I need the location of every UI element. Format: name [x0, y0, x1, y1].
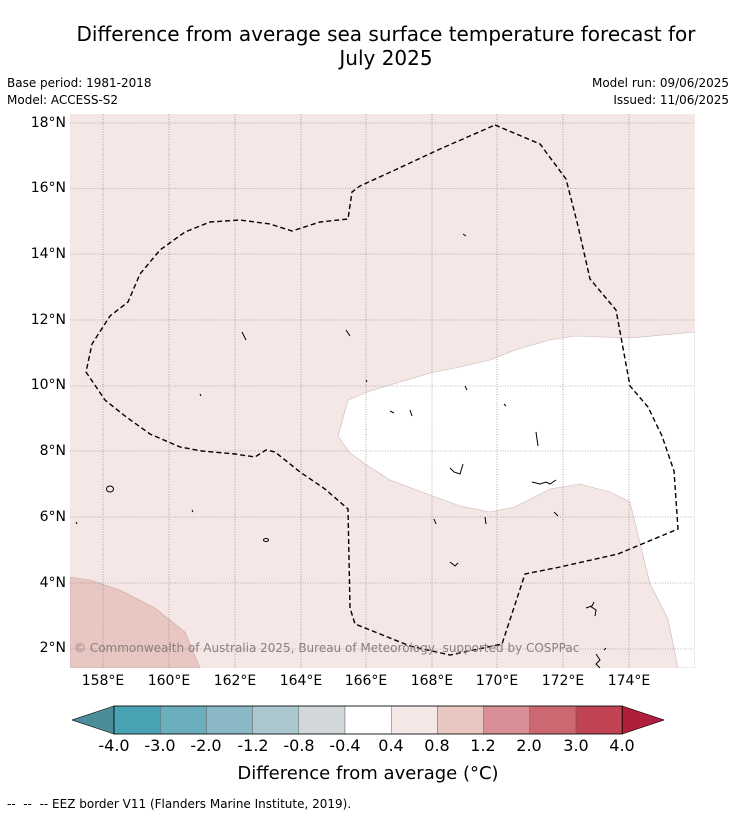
- lat-label-18n: 18°N: [30, 115, 66, 131]
- cb-tick-neg4: -4.0: [98, 736, 130, 755]
- sst-anomaly-map: © Commonwealth of Australia 2025, Bureau…: [70, 114, 695, 668]
- colorbar-outline: [113, 705, 623, 735]
- lat-label-14n: 14°N: [30, 246, 66, 262]
- lon-label-162e: 162°E: [213, 673, 257, 689]
- cb-tick-3-0: 3.0: [563, 736, 589, 755]
- copyright-text: © Commonwealth of Australia 2025, Bureau…: [74, 641, 579, 655]
- colorbar-label: Difference from average (°C): [237, 763, 499, 784]
- colorbar-segment: [252, 705, 300, 735]
- cb-tick-neg0-8: -0.8: [283, 736, 315, 755]
- lon-label-174e: 174°E: [607, 673, 651, 689]
- base-period: Base period: 1981-2018: [7, 76, 152, 90]
- colorbar-segment: [575, 705, 623, 735]
- eez-border-line: [85, 124, 679, 656]
- lat-label-16n: 16°N: [30, 180, 66, 196]
- eez-legend-footer: -- -- -- EEZ border V11 (Flanders Marine…: [7, 797, 352, 811]
- neutral-anomaly-region: [337, 331, 695, 668]
- colorbar: [72, 705, 664, 735]
- lon-label-160e: 160°E: [147, 673, 191, 689]
- colorbar-segment: [437, 705, 484, 735]
- colorbar-segment: [159, 705, 207, 735]
- lat-label-2n: 2°N: [39, 640, 66, 656]
- cb-tick-neg3: -3.0: [144, 736, 176, 755]
- map-title: Difference from average sea surface temp…: [40, 22, 732, 70]
- lat-label-8n: 8°N: [39, 443, 66, 459]
- island-outlines: [75, 233, 607, 668]
- lat-label-4n: 4°N: [39, 575, 66, 591]
- cb-tick-0-8: 0.8: [424, 736, 450, 755]
- cb-tick-neg2: -2.0: [190, 736, 222, 755]
- title-line-2: July 2025: [339, 46, 433, 70]
- latitude-gridlines: [70, 122, 695, 650]
- colorbar-segment: [113, 705, 161, 735]
- lon-label-170e: 170°E: [475, 673, 519, 689]
- model-name: Model: ACCESS-S2: [7, 93, 119, 107]
- colorbar-arrow-right: [621, 705, 664, 735]
- colorbar-segment: [483, 705, 531, 735]
- meta-right: Model run: 09/06/2025 Issued: 11/06/2025: [592, 75, 729, 109]
- title-line-1: Difference from average sea surface temp…: [76, 22, 696, 46]
- model-run: Model run: 09/06/2025: [591, 76, 729, 90]
- colorbar-segment: [529, 705, 577, 735]
- meta-left: Base period: 1981-2018 Model: ACCESS-S2: [7, 75, 152, 109]
- lat-label-10n: 10°N: [30, 377, 66, 393]
- colorbar-segment: [391, 705, 438, 735]
- lon-label-164e: 164°E: [279, 673, 323, 689]
- cb-tick-neg1-2: -1.2: [237, 736, 269, 755]
- cb-tick-neg0-4: -0.4: [329, 736, 361, 755]
- colorbar-arrow-left: [72, 705, 115, 735]
- colorbar-segment: [298, 705, 346, 735]
- cb-tick-2-0: 2.0: [516, 736, 542, 755]
- issued-date: Issued: 11/06/2025: [613, 93, 729, 107]
- lon-label-166e: 166°E: [344, 673, 388, 689]
- lon-label-168e: 168°E: [410, 673, 454, 689]
- colorbar-segment: [206, 705, 253, 735]
- lon-label-172e: 172°E: [541, 673, 585, 689]
- lat-label-6n: 6°N: [39, 509, 66, 525]
- colorbar-segment: [344, 705, 392, 735]
- lon-label-158e: 158°E: [81, 673, 125, 689]
- cb-tick-4-0: 4.0: [609, 736, 635, 755]
- lat-label-12n: 12°N: [30, 312, 66, 328]
- cb-tick-0-4: 0.4: [378, 736, 404, 755]
- warm-anomaly-region: [70, 576, 201, 668]
- cb-tick-1-2: 1.2: [470, 736, 496, 755]
